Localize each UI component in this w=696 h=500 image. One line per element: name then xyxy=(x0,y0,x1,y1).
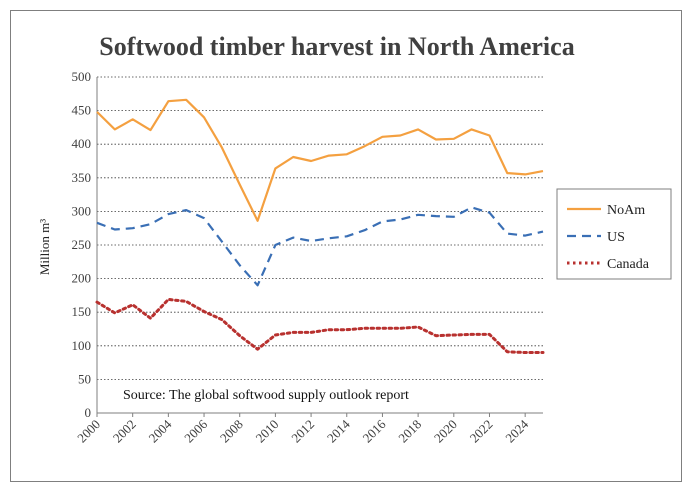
y-tick-label: 350 xyxy=(72,170,92,185)
y-axis-label: Million m³ xyxy=(37,219,52,275)
chart-title: Softwood timber harvest in North America xyxy=(99,32,574,61)
legend-label-us: US xyxy=(607,230,625,245)
x-tick-label: 2008 xyxy=(217,417,246,446)
grid-lines xyxy=(97,76,543,380)
x-tick-label: 2010 xyxy=(253,417,282,446)
axes xyxy=(96,77,543,417)
x-tick-label: 2000 xyxy=(74,417,103,446)
y-tick-label: 300 xyxy=(72,203,92,218)
x-tick-label: 2020 xyxy=(431,417,460,446)
chart-svg: Softwood timber harvest in North America… xyxy=(37,32,672,446)
y-tick-label: 0 xyxy=(85,405,92,420)
series-line-noam xyxy=(96,98,544,222)
series-line-us xyxy=(96,206,544,287)
y-tick-label: 100 xyxy=(72,338,92,353)
legend-label-canada: Canada xyxy=(607,257,650,272)
legend-box xyxy=(556,188,672,280)
x-tick-label: 2004 xyxy=(145,416,174,445)
y-tick-label: 200 xyxy=(72,271,92,286)
legend-label-noam: NoAm xyxy=(607,203,645,218)
x-tick-label: 2018 xyxy=(395,417,424,446)
source-annotation: Source: The global softwood supply outlo… xyxy=(123,388,409,403)
chart-frame: Softwood timber harvest in North America… xyxy=(10,10,682,482)
x-tick-label: 2002 xyxy=(110,417,139,446)
y-tick-label: 400 xyxy=(72,136,92,151)
y-tick-label: 450 xyxy=(72,103,92,118)
x-tick-label: 2022 xyxy=(467,417,496,446)
x-tick-label: 2012 xyxy=(288,417,317,446)
y-tick-label: 500 xyxy=(72,69,92,84)
x-tick-labels: 2000 2002 2004 2006 2008 2010 2012 2014 2016 2018… xyxy=(74,416,532,445)
x-tick-label: 2006 xyxy=(181,416,210,445)
x-tick-label: 2024 xyxy=(502,416,531,445)
series-line-canada xyxy=(95,297,545,354)
y-tick-label: 50 xyxy=(78,371,91,386)
legend: NoAm US Canada xyxy=(556,188,672,280)
y-tick-labels: 0 50 100 150 200 250 300 350 400 450 500 xyxy=(72,69,92,420)
x-tick-label: 2016 xyxy=(360,416,389,445)
series-lines xyxy=(95,98,545,354)
y-tick-label: 150 xyxy=(72,304,92,319)
y-tick-label: 250 xyxy=(72,237,92,252)
x-tick-label: 2014 xyxy=(324,416,353,445)
